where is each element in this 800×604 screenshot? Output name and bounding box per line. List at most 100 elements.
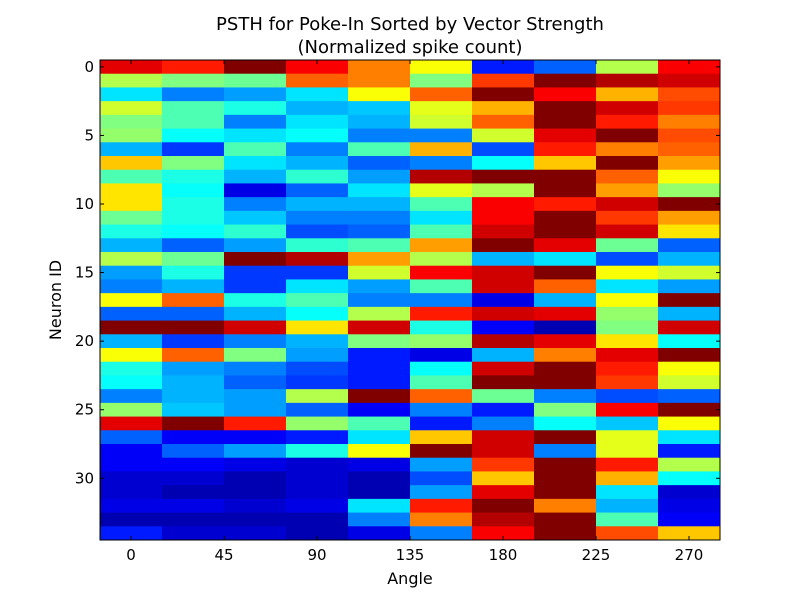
heatmap-cell (348, 293, 411, 308)
heatmap-cell (596, 128, 659, 143)
heatmap-cell (348, 416, 411, 431)
y-tick-label: 5 (84, 126, 94, 144)
heatmap-cell (100, 348, 163, 363)
heatmap-cell (162, 169, 225, 184)
heatmap-cell (410, 498, 473, 513)
heatmap-cell (286, 60, 349, 75)
heatmap-cell (162, 114, 225, 129)
heatmap-cell (596, 416, 659, 431)
heatmap-cell (410, 430, 473, 445)
heatmap-cell (224, 416, 287, 431)
heatmap-cell (348, 224, 411, 239)
heatmap-cell (596, 348, 659, 363)
x-tick-label: 225 (582, 546, 611, 564)
heatmap-cell (100, 183, 163, 198)
heatmap-cell (286, 526, 349, 541)
heatmap-cell (472, 87, 535, 102)
heatmap-cell (410, 128, 473, 143)
heatmap-cell (410, 169, 473, 184)
heatmap-cell (100, 60, 163, 75)
heatmap-cell (658, 114, 721, 129)
heatmap-cell (162, 334, 225, 349)
heatmap-cell (534, 457, 597, 472)
heatmap-cell (348, 485, 411, 500)
heatmap-cell (100, 265, 163, 280)
heatmap-cell (162, 389, 225, 404)
heatmap-cell (596, 197, 659, 212)
heatmap-cell (534, 348, 597, 363)
heatmap-cell (410, 73, 473, 88)
heatmap-cell (224, 183, 287, 198)
heatmap-cell (162, 265, 225, 280)
heatmap-cell (472, 224, 535, 239)
heatmap-cell (534, 87, 597, 102)
heatmap-cell (224, 169, 287, 184)
heatmap-cell (100, 197, 163, 212)
heatmap-cell (100, 416, 163, 431)
heatmap-cell (224, 73, 287, 88)
heatmap-cell (162, 471, 225, 486)
heatmap-cell (224, 375, 287, 390)
heatmap-cell (534, 156, 597, 171)
heatmap-cell (348, 183, 411, 198)
heatmap-cell (472, 471, 535, 486)
heatmap-cell (596, 306, 659, 321)
y-tick-label: 10 (75, 195, 94, 213)
heatmap-cell (596, 156, 659, 171)
heatmap-cell (410, 444, 473, 459)
heatmap-cell (162, 348, 225, 363)
y-tick-label: 20 (75, 332, 94, 350)
heatmap-cell (410, 348, 473, 363)
heatmap-cell (410, 238, 473, 253)
heatmap-cell (162, 320, 225, 335)
heatmap-cell (286, 334, 349, 349)
heatmap-cell (224, 210, 287, 225)
heatmap-cell (286, 361, 349, 376)
heatmap-cell (658, 402, 721, 417)
heatmap-cell (100, 210, 163, 225)
heatmap-cell (100, 156, 163, 171)
heatmap-cell (658, 87, 721, 102)
heatmap-cell (100, 444, 163, 459)
heatmap-cell (162, 142, 225, 157)
heatmap-cell (596, 361, 659, 376)
heatmap-cell (286, 512, 349, 527)
heatmap-cell (596, 444, 659, 459)
heatmap-cell (162, 87, 225, 102)
y-tick-label: 15 (75, 264, 94, 282)
heatmap-cell (224, 306, 287, 321)
heatmap-cell (472, 485, 535, 500)
heatmap-cell (472, 334, 535, 349)
heatmap-cell (596, 375, 659, 390)
heatmap-cell (410, 526, 473, 541)
x-tick-label: 180 (489, 546, 518, 564)
heatmap-cell (348, 252, 411, 267)
heatmap-cell (348, 156, 411, 171)
heatmap-cells (100, 60, 721, 541)
heatmap-cell (534, 60, 597, 75)
heatmap-cell (534, 430, 597, 445)
heatmap-cell (410, 471, 473, 486)
heatmap-cell (100, 238, 163, 253)
heatmap-cell (286, 73, 349, 88)
heatmap-cell (596, 60, 659, 75)
heatmap-cell (596, 320, 659, 335)
x-tick-label: 45 (214, 546, 233, 564)
heatmap-cell (658, 238, 721, 253)
heatmap-cell (658, 498, 721, 513)
heatmap-cell (658, 128, 721, 143)
heatmap-cell (596, 526, 659, 541)
heatmap-cell (472, 197, 535, 212)
heatmap-cell (658, 183, 721, 198)
heatmap-cell (658, 430, 721, 445)
heatmap-cell (658, 485, 721, 500)
heatmap-cell (658, 389, 721, 404)
heatmap-cell (100, 361, 163, 376)
heatmap-cell (100, 389, 163, 404)
heatmap-cell (658, 361, 721, 376)
heatmap-cell (162, 498, 225, 513)
heatmap-cell (224, 293, 287, 308)
heatmap-cell (410, 60, 473, 75)
